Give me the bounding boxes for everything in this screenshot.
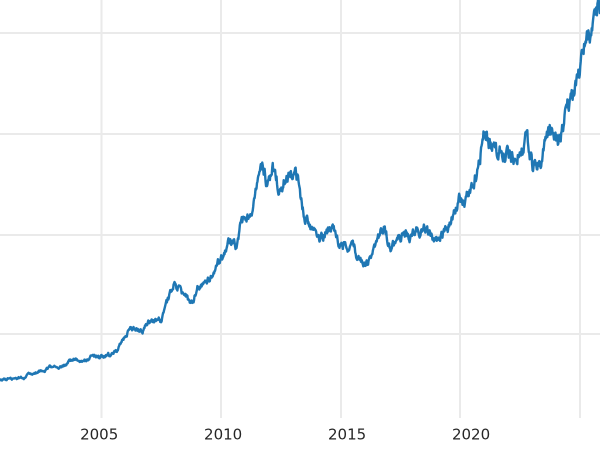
x-axis-tick-label-2015: 2015 [328, 426, 366, 444]
horizontal-gridlines [0, 32, 600, 335]
x-axis-tick-label-2005: 2005 [80, 426, 118, 444]
x-axis-tick-labels: 2005 2010 2015 2020 [80, 426, 490, 444]
vertical-gridlines [100, 0, 581, 418]
x-axis-tick-label-2020: 2020 [452, 426, 490, 444]
x-axis-tick-label-2010: 2010 [204, 426, 242, 444]
series-line-value [0, 0, 600, 382]
